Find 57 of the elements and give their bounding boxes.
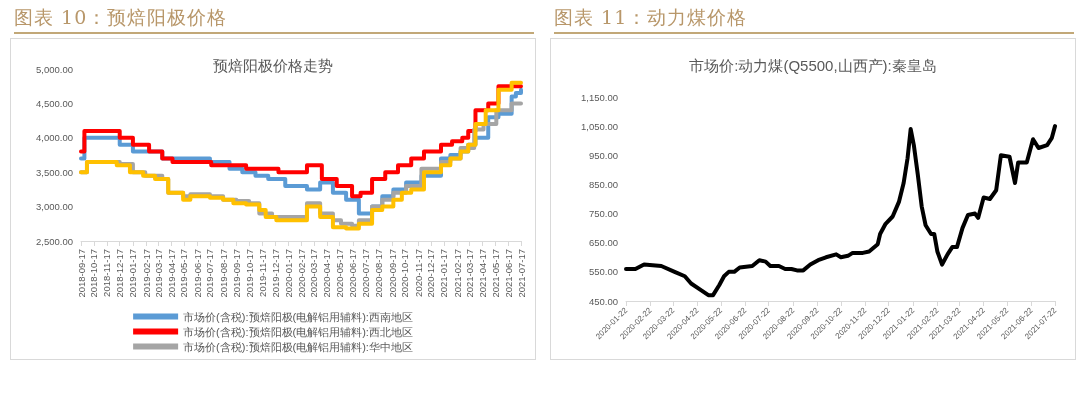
chart-subtitle: 市场价:动力煤(Q5500,山西产):秦皇岛	[689, 57, 937, 74]
x-tick-label: 2021-07-17	[515, 249, 527, 298]
x-tick-label: 2019-05-17	[178, 249, 190, 298]
x-tick-label: 2021-05-17	[489, 249, 501, 298]
x-tick-label: 2021-03-17	[463, 249, 475, 298]
y-tick-label: 2,500.00	[36, 235, 73, 247]
x-tick-label: 2018-10-17	[88, 249, 100, 298]
x-tick-label: 2020-07-17	[360, 249, 372, 298]
x-tick-label: 2021-06-17	[502, 249, 514, 298]
x-tick-label: 2019-09-17	[230, 249, 242, 298]
x-tick-label: 2019-02-17	[140, 249, 152, 298]
x-tick-label: 2019-04-17	[165, 249, 177, 298]
y-tick-label: 650.00	[588, 237, 618, 249]
x-tick-label: 2020-09-17	[386, 249, 398, 298]
y-tick-label: 1,050.00	[581, 120, 618, 132]
x-tick-label: 2019-03-17	[152, 249, 164, 298]
x-tick-label: 2020-06-17	[347, 249, 359, 298]
x-tick-label: 2020-02-17	[295, 249, 307, 298]
x-tick-label: 2020-08-17	[373, 249, 385, 298]
x-tick-label: 2019-07-17	[204, 249, 216, 298]
y-tick-label: 1,150.00	[581, 91, 618, 103]
legend-label: 市场价(含税):预焙阳极(电解铝用辅料):华中地区	[183, 340, 413, 353]
line-series	[624, 124, 1057, 298]
y-tick-label: 3,500.00	[36, 166, 73, 178]
x-tick-label: 2019-06-17	[191, 249, 203, 298]
chart-subtitle: 预焙阳极价格走势	[213, 57, 333, 74]
y-tick-label: 750.00	[588, 208, 618, 220]
y-tick-label: 550.00	[588, 266, 618, 278]
x-tick-label: 2020-10-17	[399, 249, 411, 298]
x-tick-label: 2018-11-17	[101, 249, 113, 297]
x-tick-label: 2019-01-17	[127, 249, 139, 298]
x-tick-label: 2019-11-17	[256, 249, 268, 297]
y-tick-label: 450.00	[588, 295, 618, 307]
x-tick-label: 2020-01-17	[282, 249, 294, 298]
y-tick-label: 850.00	[588, 178, 618, 190]
x-tick-label: 2021-01-17	[438, 249, 450, 298]
x-tick-label: 2020-11-17	[412, 249, 424, 297]
x-tick-label: 2019-08-17	[217, 249, 229, 298]
y-tick-label: 4,500.00	[36, 97, 73, 109]
x-tick-label: 2018-12-17	[114, 249, 126, 298]
x-tick-label: 2019-10-17	[243, 249, 255, 298]
x-tick-label: 2021-02-17	[451, 249, 463, 298]
x-tick-label: 2020-12-17	[425, 249, 437, 298]
y-tick-label: 4,000.00	[36, 132, 73, 144]
x-tick-label: 2018-09-17	[75, 249, 87, 298]
y-tick-label: 5,000.00	[36, 63, 73, 75]
x-tick-label: 2020-03-17	[308, 249, 320, 298]
legend-label: 市场价(含税):预焙阳极(电解铝用辅料):西北地区	[183, 325, 413, 338]
chart-title: 图表 10：预焙阳极价格	[14, 2, 534, 34]
legend-label: 市场价(含税):预焙阳极(电解铝用辅料):西南地区	[183, 310, 413, 323]
x-tick-label: 2020-05-17	[334, 249, 346, 298]
x-tick-label: 2021-04-17	[476, 249, 488, 298]
x-tick-label: 2019-12-17	[269, 249, 281, 298]
y-tick-label: 950.00	[588, 149, 618, 161]
x-tick-label: 2020-04-17	[321, 249, 333, 298]
chart-title: 图表 11：动力煤价格	[554, 2, 1074, 34]
y-tick-label: 3,000.00	[36, 201, 73, 213]
